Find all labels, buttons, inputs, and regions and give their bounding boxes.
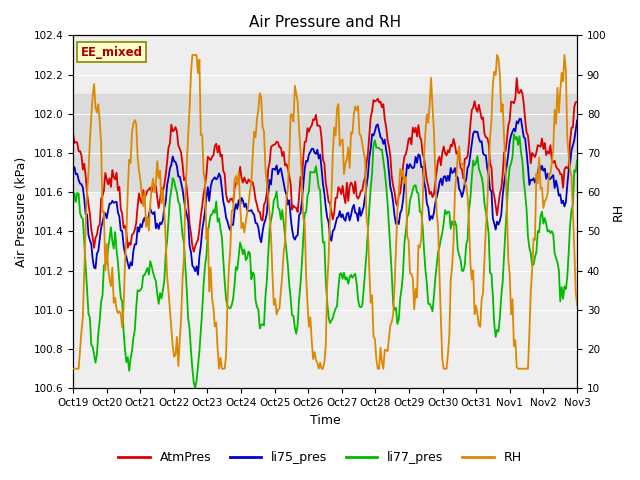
li75_pres — [221, 204, 228, 210]
AtmPres — [246, 178, 254, 184]
li77_pres — [548, 228, 556, 234]
Y-axis label: Air Pressure (kPa): Air Pressure (kPa) — [15, 156, 28, 267]
li75_pres — [246, 208, 254, 214]
Text: EE_mixed: EE_mixed — [81, 46, 143, 59]
RH — [221, 366, 228, 372]
li77_pres — [237, 245, 245, 251]
AtmPres — [190, 249, 198, 255]
li77_pres — [131, 327, 139, 333]
Y-axis label: RH: RH — [612, 203, 625, 221]
AtmPres — [69, 130, 77, 136]
Line: li77_pres: li77_pres — [73, 134, 577, 388]
li77_pres — [221, 278, 228, 284]
AtmPres — [513, 75, 520, 81]
Line: AtmPres: AtmPres — [73, 78, 577, 252]
RH — [547, 171, 554, 177]
AtmPres — [237, 176, 245, 181]
Line: li75_pres: li75_pres — [73, 119, 577, 275]
li75_pres — [194, 272, 202, 278]
li77_pres — [510, 132, 518, 137]
li77_pres — [246, 250, 254, 256]
RH — [189, 52, 196, 58]
Legend: AtmPres, li75_pres, li77_pres, RH: AtmPres, li75_pres, li77_pres, RH — [113, 446, 527, 469]
Title: Air Pressure and RH: Air Pressure and RH — [249, 15, 401, 30]
RH — [69, 366, 77, 372]
li75_pres — [69, 166, 77, 172]
RH — [291, 83, 299, 89]
li75_pres — [237, 195, 245, 201]
RH — [246, 188, 254, 194]
RH — [131, 117, 139, 123]
li75_pres — [291, 237, 299, 242]
RH — [573, 302, 581, 308]
li75_pres — [548, 174, 556, 180]
Line: RH: RH — [73, 55, 577, 369]
AtmPres — [221, 171, 228, 177]
AtmPres — [131, 227, 139, 233]
li77_pres — [191, 385, 199, 391]
AtmPres — [573, 99, 581, 105]
AtmPres — [291, 204, 299, 210]
li77_pres — [573, 157, 581, 163]
li77_pres — [291, 325, 299, 331]
X-axis label: Time: Time — [310, 414, 340, 427]
AtmPres — [548, 157, 556, 163]
li77_pres — [69, 201, 77, 207]
li75_pres — [131, 241, 139, 247]
Bar — [73, 94, 577, 192]
li75_pres — [516, 116, 524, 121]
li75_pres — [573, 118, 581, 123]
RH — [237, 225, 245, 231]
